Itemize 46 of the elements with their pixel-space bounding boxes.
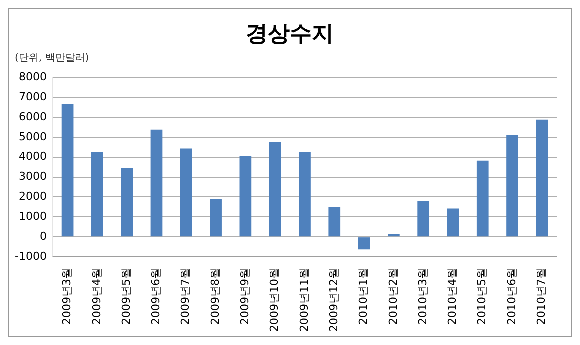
x-tick-label: 2009년9월 <box>238 268 252 326</box>
y-tick-label: 2000 <box>18 190 47 204</box>
x-tick-label: 2009년12월 <box>327 268 340 332</box>
bar <box>121 168 134 237</box>
bar <box>418 201 430 237</box>
bar <box>358 238 370 250</box>
x-tick-label: 2010년3월 <box>416 268 430 326</box>
x-tick-label: 2010년1월 <box>357 268 370 326</box>
y-tick-label: 8000 <box>18 70 47 84</box>
y-tick-label: 5000 <box>18 130 47 144</box>
bar <box>62 104 74 237</box>
y-axis-title: (단위, 백만달러) <box>15 52 90 65</box>
x-tick-label: 2010년5월 <box>476 268 489 326</box>
x-tick-label: 2009년8월 <box>208 268 222 326</box>
x-tick-label: 2009년5월 <box>120 268 133 326</box>
x-tick-label: 2009년11월 <box>298 268 311 332</box>
x-tick-label: 2009년6월 <box>150 268 163 326</box>
bar <box>210 199 222 237</box>
bar <box>506 135 518 237</box>
y-tick-label: 1000 <box>18 210 47 223</box>
y-tick-label: 3000 <box>18 170 47 184</box>
chart-title: 경상수지 <box>245 21 335 49</box>
bar <box>240 156 252 237</box>
y-tick-label: 6000 <box>18 110 47 124</box>
bar <box>180 148 192 237</box>
x-tick-label: 2010년7월 <box>535 268 548 326</box>
bar <box>92 152 104 237</box>
x-tick-label: 2009년4월 <box>90 268 104 326</box>
bar <box>447 208 460 237</box>
bar <box>328 206 341 237</box>
y-tick-label: 0 <box>40 230 47 243</box>
x-tick-label: 2009년10월 <box>268 268 282 332</box>
x-tick-label: 2009년3월 <box>60 268 74 326</box>
x-tick-label: 2010년6월 <box>505 268 518 326</box>
bar <box>269 142 282 237</box>
bar <box>536 120 548 237</box>
x-tick-label: 2010년2월 <box>386 268 400 326</box>
bar <box>150 130 163 237</box>
bar <box>388 234 400 237</box>
x-tick-label: 2010년4월 <box>446 268 460 326</box>
bar <box>299 152 311 237</box>
y-tick-label: 7000 <box>18 90 47 104</box>
x-tick-label: 2009년7월 <box>179 268 192 326</box>
y-tick-label: -1000 <box>14 250 47 263</box>
y-tick-label: 4000 <box>18 150 47 164</box>
bar <box>476 160 489 237</box>
